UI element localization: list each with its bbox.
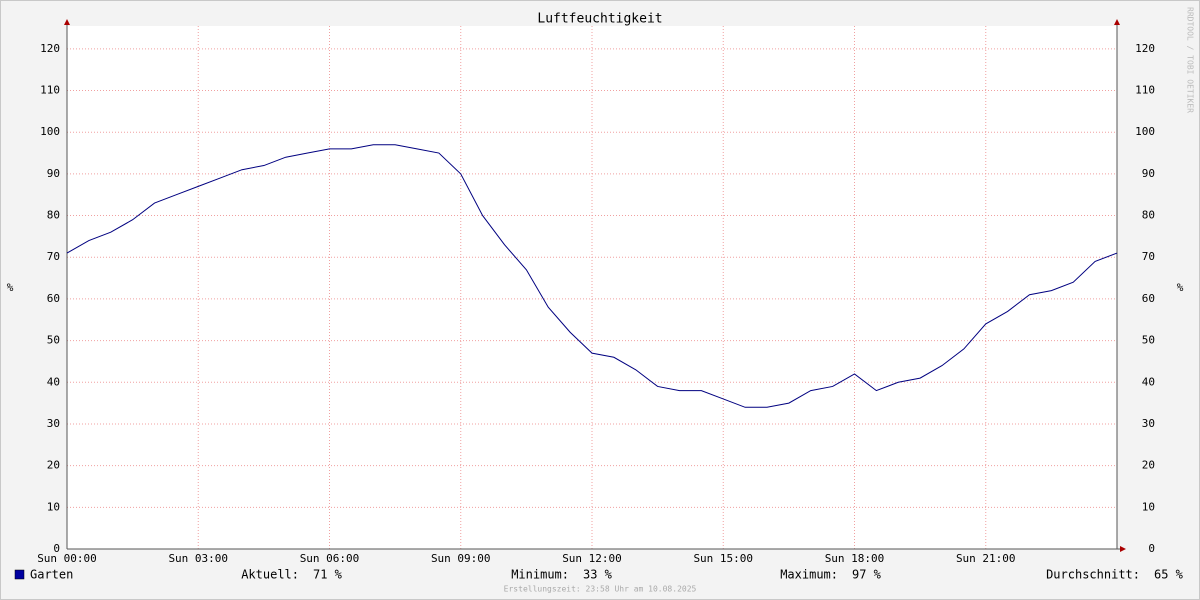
y2-tick-label: 50 [1142, 334, 1155, 347]
y-tick-label: 90 [47, 167, 60, 180]
y-tick-label: 0 [53, 542, 60, 555]
y-tick-label: 40 [47, 375, 60, 388]
y2-tick-label: 70 [1142, 250, 1155, 263]
y-tick-label: 110 [40, 84, 60, 97]
y-tick-label: 50 [47, 334, 60, 347]
stat-label: Aktuell: [241, 568, 299, 582]
y2-tick-label: 110 [1135, 84, 1155, 97]
y-tick-label: 10 [47, 500, 60, 513]
stat-label: Maximum: [780, 568, 838, 582]
watermark: RRDTOOL / TOBI OETIKER [1186, 7, 1195, 113]
data-line [66, 144, 1118, 408]
legend-label: Garten [30, 568, 73, 582]
x-tick-label: Sun 12:00 [562, 552, 622, 565]
y-tick-label: 70 [47, 250, 60, 263]
stat-label: Durchschnitt: [1046, 568, 1140, 582]
y2-axis-label: % [1177, 281, 1184, 294]
chart-title: Luftfeuchtigkeit [537, 12, 662, 27]
y2-tick-label: 80 [1142, 209, 1155, 222]
y2-tick-label: 10 [1142, 500, 1155, 513]
x-tick-label: Sun 00:00 [37, 552, 97, 565]
stat-label: Minimum: [511, 568, 569, 582]
x-tick-label: Sun 21:00 [956, 552, 1016, 565]
y2-tick-label: 90 [1142, 167, 1155, 180]
y2-tick-label: 60 [1142, 292, 1155, 305]
axis-arrow [64, 19, 70, 25]
stat-value: 33 % [583, 568, 613, 582]
axis-arrow [1120, 546, 1126, 552]
x-tick-label: Sun 09:00 [431, 552, 491, 565]
stat-value: 71 % [313, 568, 343, 582]
legend-swatch [14, 569, 25, 580]
y2-tick-label: 100 [1135, 125, 1155, 138]
x-tick-label: Sun 03:00 [168, 552, 228, 565]
y-tick-label: 20 [47, 459, 60, 472]
y-tick-label: 100 [40, 125, 60, 138]
y-tick-label: 80 [47, 209, 60, 222]
y-tick-label: 60 [47, 292, 60, 305]
y-axis-label: % [7, 281, 14, 294]
footer: Erstellungszeit: 23:58 Uhr am 10.08.2025 [504, 585, 697, 594]
x-tick-label: Sun 18:00 [825, 552, 885, 565]
y2-tick-label: 0 [1148, 542, 1155, 555]
axis-arrow [1114, 19, 1120, 25]
stat-value: 65 % [1154, 568, 1184, 582]
y-tick-label: 30 [47, 417, 60, 430]
y2-tick-label: 120 [1135, 42, 1155, 55]
y2-tick-label: 20 [1142, 459, 1155, 472]
x-tick-label: Sun 06:00 [300, 552, 360, 565]
y2-tick-label: 30 [1142, 417, 1155, 430]
stat-value: 97 % [852, 568, 882, 582]
y2-tick-label: 40 [1142, 375, 1155, 388]
y-tick-label: 120 [40, 42, 60, 55]
x-tick-label: Sun 15:00 [693, 552, 753, 565]
